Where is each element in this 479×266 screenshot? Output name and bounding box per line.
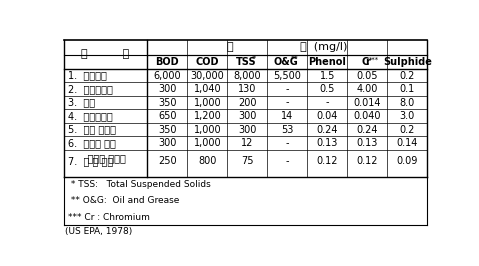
Text: 200: 200	[238, 98, 257, 107]
Text: 1,000: 1,000	[194, 124, 221, 135]
Text: 75: 75	[241, 156, 253, 166]
Text: 1,000: 1,000	[194, 138, 221, 148]
Text: 53: 53	[281, 124, 294, 135]
Text: C: C	[361, 57, 368, 67]
Text: 30,000: 30,000	[191, 70, 224, 81]
Text: 3.  건조: 3. 건조	[68, 98, 95, 107]
Text: COD: COD	[195, 57, 219, 67]
Text: -: -	[285, 84, 289, 94]
Text: -: -	[326, 98, 329, 107]
Text: TSS: TSS	[236, 57, 256, 67]
Text: 3.0: 3.0	[399, 111, 415, 121]
Text: 300: 300	[238, 111, 257, 121]
Text: 14: 14	[281, 111, 294, 121]
Text: r: r	[365, 57, 370, 67]
Text: 0.2: 0.2	[399, 70, 415, 81]
Text: 5,500: 5,500	[274, 70, 301, 81]
Text: 1,200: 1,200	[194, 111, 221, 121]
Text: 300: 300	[158, 138, 177, 148]
Text: (US EPA, 1978): (US EPA, 1978)	[65, 227, 133, 236]
Text: 0.05: 0.05	[356, 70, 378, 81]
Text: 6.  카페트 제조: 6. 카페트 제조	[68, 138, 115, 148]
Text: ** O&G:  Oil and Grease: ** O&G: Oil and Grease	[68, 196, 179, 205]
Text: 공          정: 공 정	[81, 49, 130, 59]
Text: 1,040: 1,040	[194, 84, 221, 94]
Text: 8.0: 8.0	[399, 98, 415, 107]
Text: BOD: BOD	[156, 57, 179, 67]
Text: 0.040: 0.040	[354, 111, 381, 121]
Text: 1.5: 1.5	[319, 70, 335, 81]
Text: 0.24: 0.24	[356, 124, 378, 135]
Text: 0.12: 0.12	[356, 156, 378, 166]
Text: 0.13: 0.13	[317, 138, 338, 148]
Text: 300: 300	[238, 124, 257, 135]
Text: 7.  실 및 원단: 7. 실 및 원단	[68, 156, 113, 166]
Text: 350: 350	[158, 98, 177, 107]
Text: ***: ***	[369, 57, 379, 63]
Text: 350: 350	[158, 124, 177, 135]
Text: 130: 130	[238, 84, 257, 94]
Text: 4.00: 4.00	[356, 84, 378, 94]
Text: 2.  모직마무리: 2. 모직마무리	[68, 84, 113, 94]
Text: 8,000: 8,000	[234, 70, 261, 81]
Text: 0.12: 0.12	[317, 156, 338, 166]
Text: 12: 12	[241, 138, 253, 148]
Text: 염색과 마무리: 염색과 마무리	[75, 153, 126, 164]
Text: 1,000: 1,000	[194, 98, 221, 107]
Text: 650: 650	[158, 111, 177, 121]
Text: Sulphide: Sulphide	[383, 57, 432, 67]
Text: 1.  모직정련: 1. 모직정련	[68, 70, 106, 81]
Text: 300: 300	[158, 84, 177, 94]
Text: 6,000: 6,000	[154, 70, 181, 81]
Text: O&G: O&G	[274, 57, 298, 67]
Text: -: -	[285, 138, 289, 148]
Text: 0.2: 0.2	[399, 124, 415, 135]
Text: 농                   도  (mg/l): 농 도 (mg/l)	[227, 42, 348, 52]
Text: 0.13: 0.13	[356, 138, 378, 148]
Text: Phenol: Phenol	[308, 57, 346, 67]
Text: -: -	[285, 156, 289, 166]
Text: * TSS:   Total Suspended Solids: * TSS: Total Suspended Solids	[68, 180, 210, 189]
Text: 0.014: 0.014	[354, 98, 381, 107]
Text: 0.24: 0.24	[317, 124, 338, 135]
Text: 250: 250	[158, 156, 177, 166]
Text: 4.  직물마무리: 4. 직물마무리	[68, 111, 113, 121]
Text: 0.5: 0.5	[319, 84, 335, 94]
Text: 0.04: 0.04	[317, 111, 338, 121]
Text: 0.09: 0.09	[397, 156, 418, 166]
Text: *** Cr : Chromium: *** Cr : Chromium	[68, 213, 149, 222]
Text: *: *	[252, 55, 256, 64]
Text: **: **	[291, 55, 299, 64]
Text: 0.1: 0.1	[399, 84, 415, 94]
Text: 800: 800	[198, 156, 217, 166]
Text: -: -	[285, 98, 289, 107]
Text: 0.14: 0.14	[397, 138, 418, 148]
Text: 5.  편물 마무리: 5. 편물 마무리	[68, 124, 115, 135]
